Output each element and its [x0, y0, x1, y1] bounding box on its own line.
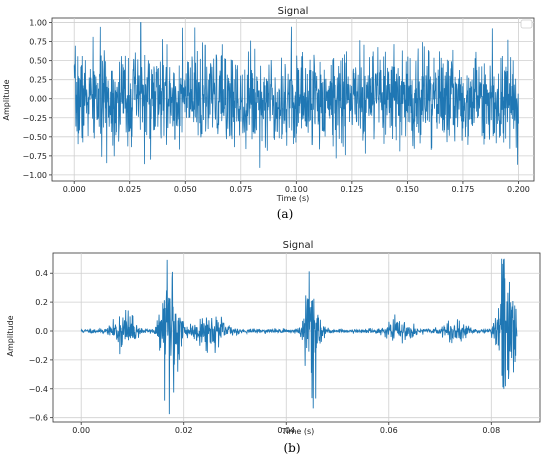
chart-b-frame [52, 252, 541, 423]
chart-b-ytick-label: 0.0 [35, 327, 48, 336]
chart-a-ytick-label: −1.00 [22, 171, 47, 180]
chart-a-signal-line [73, 22, 519, 168]
chart-a-xtick-label: 0.075 [229, 185, 252, 194]
chart-b-signal-line [80, 258, 518, 415]
chart-a-ytick-label: 0.75 [29, 38, 47, 47]
chart-b-ytick-label: 0.4 [35, 269, 48, 278]
chart-a-xtick-label: 0.175 [451, 185, 474, 194]
chart-a-ytick-label: −0.50 [22, 133, 47, 142]
chart-b-ytick-label: −0.6 [29, 414, 48, 423]
chart-b-xtick-label: 0.00 [72, 426, 90, 435]
chart-a-xtick-label: 0.100 [285, 185, 308, 194]
chart-a-ytick-label: −0.75 [22, 152, 47, 161]
chart-a-frame [51, 17, 535, 182]
chart-b-ylabel: Amplitude [6, 315, 15, 356]
chart-b-xtick-label: 0.06 [380, 426, 398, 435]
chart-a-xlabel: Time (s) [276, 194, 310, 203]
chart-a: Signal 0.000 0.025 0.050 0.075 0.100 0.125 0.1… [2, 6, 535, 221]
chart-a-ytick-label: 0.00 [29, 95, 47, 104]
chart-b-xtick-label: 0.02 [175, 426, 193, 435]
chart-b-ytick-label: −0.2 [29, 356, 48, 365]
chart-a-ytick-label: 1.00 [29, 19, 47, 28]
chart-b-title: Signal [283, 240, 314, 251]
chart-a-title: Signal [278, 6, 309, 17]
chart-a-legend [520, 19, 533, 29]
chart-b-caption: (b) [283, 441, 300, 455]
chart-b-ytick-label: 0.2 [35, 298, 48, 307]
chart-a-xtick-label: 0.000 [63, 185, 86, 194]
chart-a-xtick-label: 0.200 [507, 185, 530, 194]
chart-b: Signal 0.00 0.02 0.04 0.06 0.08 −0.6 −0.4 −0.2 0… [6, 240, 541, 455]
chart-a-ylabel: Amplitude [2, 79, 11, 120]
chart-a-xtick-label: 0.125 [340, 185, 363, 194]
chart-b-ytick-label: −0.4 [29, 385, 48, 394]
chart-a-xtick-label: 0.025 [118, 185, 141, 194]
chart-a-ytick-label: 0.50 [29, 57, 47, 66]
chart-a-xtick-label: 0.150 [396, 185, 419, 194]
chart-a-ytick-label: −0.25 [22, 114, 47, 123]
chart-a-ytick-label: 0.25 [29, 76, 47, 85]
chart-b-xlabel: Time (s) [281, 427, 315, 436]
chart-b-xtick-label: 0.08 [482, 426, 500, 435]
chart-b-xtick-label: 0.04 [277, 426, 295, 435]
chart-a-caption: (a) [277, 207, 294, 221]
chart-a-xtick-label: 0.050 [174, 185, 197, 194]
